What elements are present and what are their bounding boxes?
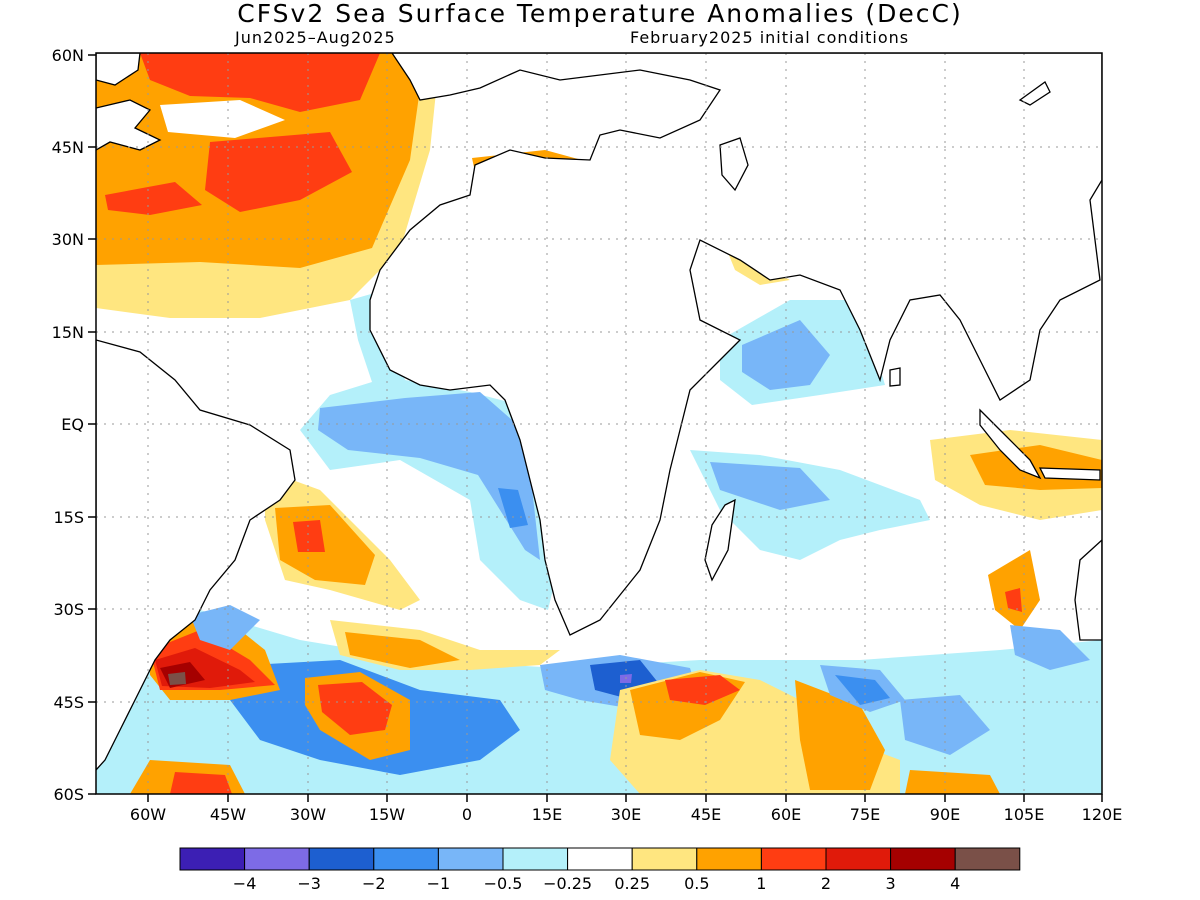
- lat-labels: 60N 45N 30N 15N EQ 15S 30S 45S 60S: [52, 46, 84, 804]
- colorbar-label: −0.5: [484, 874, 523, 893]
- lon-label-0: 0: [462, 805, 472, 824]
- s-atlantic-warm-2: [293, 520, 325, 552]
- colorbar-label: −3: [297, 874, 321, 893]
- colorbar-label: −2: [362, 874, 386, 893]
- far-east-cool-2: [1010, 625, 1090, 670]
- initial-conditions: February2025 initial conditions: [630, 28, 910, 47]
- lon-label-30w: 30W: [290, 805, 326, 824]
- lon-label-15e: 15E: [532, 805, 562, 824]
- argentine-warm-gt4: [168, 672, 186, 685]
- lat-label-15n: 15N: [52, 323, 84, 342]
- lat-label-15s: 15S: [53, 508, 84, 527]
- caspian-sea: [719, 137, 749, 192]
- lon-label-75e: 75E: [850, 805, 880, 824]
- map-title: CFSv2 Sea Surface Temperature Anomalies …: [237, 0, 963, 28]
- lon-labels: 60W 45W 30W 15W 0 15E 30E 45E 60E 75E 90…: [130, 805, 1122, 824]
- lon-label-105e: 105E: [1004, 805, 1045, 824]
- lon-label-90e: 90E: [930, 805, 960, 824]
- colorbar-label: 1: [756, 874, 766, 893]
- south-america-coast: [96, 339, 296, 771]
- forecast-period: Jun2025–Aug2025: [235, 28, 396, 47]
- colorbar-label: 2: [821, 874, 831, 893]
- colorbar-swatch: [308, 847, 375, 871]
- axis-ticks: [88, 54, 1103, 802]
- colorbar-swatch: [502, 847, 569, 871]
- lat-label-45s: 45S: [53, 693, 84, 712]
- north-america-coast: [96, 99, 162, 151]
- sw-atlantic-cool: [190, 605, 260, 650]
- lon-label-15w: 15W: [369, 805, 405, 824]
- s-indian-warm-45s-2: [665, 675, 740, 705]
- colorbar-swatch: [696, 847, 762, 871]
- java: [1038, 467, 1101, 481]
- s-atlantic-warm-band-1: [345, 632, 460, 668]
- n-atlantic-white-patch: [160, 100, 285, 138]
- colorbar-swatch: [244, 847, 310, 871]
- lat-label-60n: 60N: [52, 46, 84, 65]
- colorbar-swatch: [373, 847, 439, 871]
- colorbar-swatch: [825, 847, 892, 871]
- madagascar: [704, 498, 736, 582]
- lat-label-30n: 30N: [52, 230, 84, 249]
- colorbar-swatch: [631, 847, 698, 871]
- anomaly-field: [96, 53, 1102, 794]
- colorbar-swatch: [437, 847, 504, 871]
- colorbar-label: −1: [427, 874, 451, 893]
- colorbar-swatch: [890, 847, 956, 871]
- australia-west: [1074, 539, 1102, 641]
- coastlines: [96, 53, 1102, 771]
- n-atlantic-warm-2c: [105, 182, 202, 215]
- s-atlantic-warm-45s-2: [318, 682, 392, 735]
- gulf-guinea-cool-05: [318, 392, 540, 560]
- colorbar-label: 4: [950, 874, 960, 893]
- lon-label-60w: 60W: [130, 805, 166, 824]
- colorbar-swatch: [179, 847, 246, 871]
- s-indian-warm-45s-3: [795, 680, 885, 790]
- s-indian-east-warm-2: [1005, 588, 1022, 612]
- n-atlantic-warm-2b: [205, 132, 352, 212]
- sri-lanka: [889, 367, 901, 387]
- namibia-cool-1: [498, 488, 528, 528]
- lat-label-45n: 45N: [52, 138, 84, 157]
- n-atlantic-warm-2a: [140, 53, 380, 112]
- sumatra: [979, 408, 1042, 480]
- colorbar-swatch: [567, 847, 633, 871]
- bottom-left-warm-2: [170, 772, 232, 794]
- s-indian-cool-45s-2: [835, 675, 890, 705]
- lat-label-30s: 30S: [53, 600, 84, 619]
- lon-label-120e: 120E: [1082, 805, 1123, 824]
- colorbar-label: 3: [886, 874, 896, 893]
- colorbar-swatch: [760, 847, 827, 871]
- lon-label-60e: 60E: [771, 805, 801, 824]
- lon-label-30e: 30E: [611, 805, 641, 824]
- colorbar-label: −0.25: [543, 874, 592, 893]
- colorbar-label: 0.25: [614, 874, 650, 893]
- lat-label-eq: EQ: [61, 415, 84, 434]
- greenland-iceland: [96, 53, 141, 86]
- s-indian-cool-05: [710, 462, 830, 510]
- arabian-sea-cool-05: [742, 320, 830, 390]
- colorbar-swatch: [954, 847, 1021, 871]
- colorbar-label: −4: [233, 874, 257, 893]
- lat-label-60s: 60S: [53, 785, 84, 804]
- bottom-right-warm: [905, 770, 1000, 794]
- colorbar-label: 0.5: [684, 874, 709, 893]
- lon-label-45w: 45W: [210, 805, 246, 824]
- colorbar: −4 −3 −2 −1 −0.5 −0.25 0.25 0.5 1 2 3 4: [179, 847, 1021, 893]
- japan-korea: [1018, 81, 1051, 106]
- europe-africa-asia: [369, 53, 1102, 636]
- lon-label-45e: 45E: [691, 805, 721, 824]
- grid: [96, 53, 1102, 794]
